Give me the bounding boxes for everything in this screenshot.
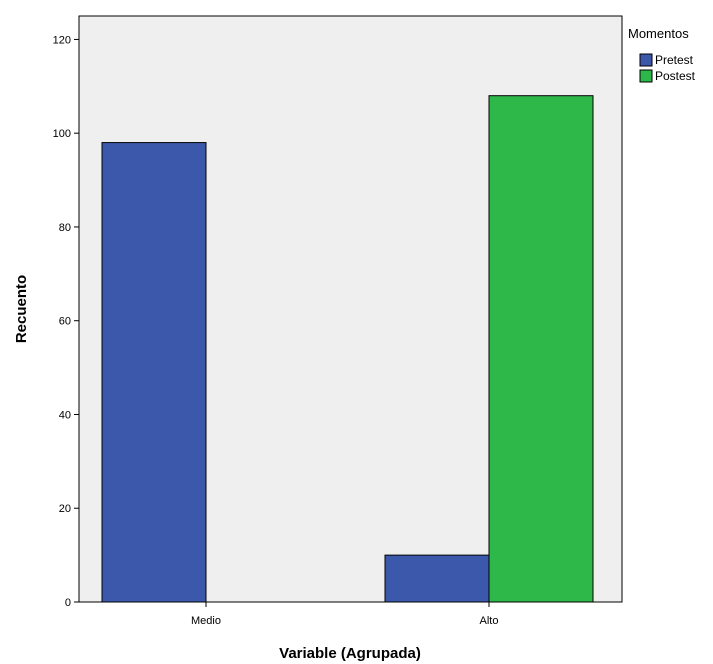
bar-pretest-medio	[101, 142, 207, 603]
x-tick-label: Alto	[480, 615, 499, 627]
legend: Momentos Pretest Postest	[628, 26, 696, 83]
y-axis-title: Recuento	[13, 275, 30, 343]
y-tick-label: 60	[59, 316, 71, 328]
x-tick-label: Medio	[191, 615, 221, 627]
bar-postest-alto	[488, 95, 594, 603]
y-tick-label: 120	[53, 34, 71, 46]
y-axis: 0 20 40 60 80 100 120	[53, 34, 79, 609]
x-axis: Medio Alto	[191, 602, 498, 627]
y-tick-label: 100	[53, 128, 71, 140]
y-tick-label: 80	[59, 222, 71, 234]
legend-label-postest: Postest	[655, 69, 696, 83]
legend-title: Momentos	[628, 26, 689, 41]
y-tick-label: 0	[65, 597, 71, 609]
x-axis-title: Variable (Agrupada)	[279, 645, 421, 662]
y-tick-label: 40	[59, 409, 71, 421]
bars	[101, 95, 594, 603]
bar-pretest-alto	[384, 554, 490, 603]
y-tick-label: 20	[59, 503, 71, 515]
legend-label-pretest: Pretest	[655, 53, 694, 67]
legend-swatch-pretest	[639, 53, 653, 67]
legend-swatch-postest	[639, 69, 653, 83]
